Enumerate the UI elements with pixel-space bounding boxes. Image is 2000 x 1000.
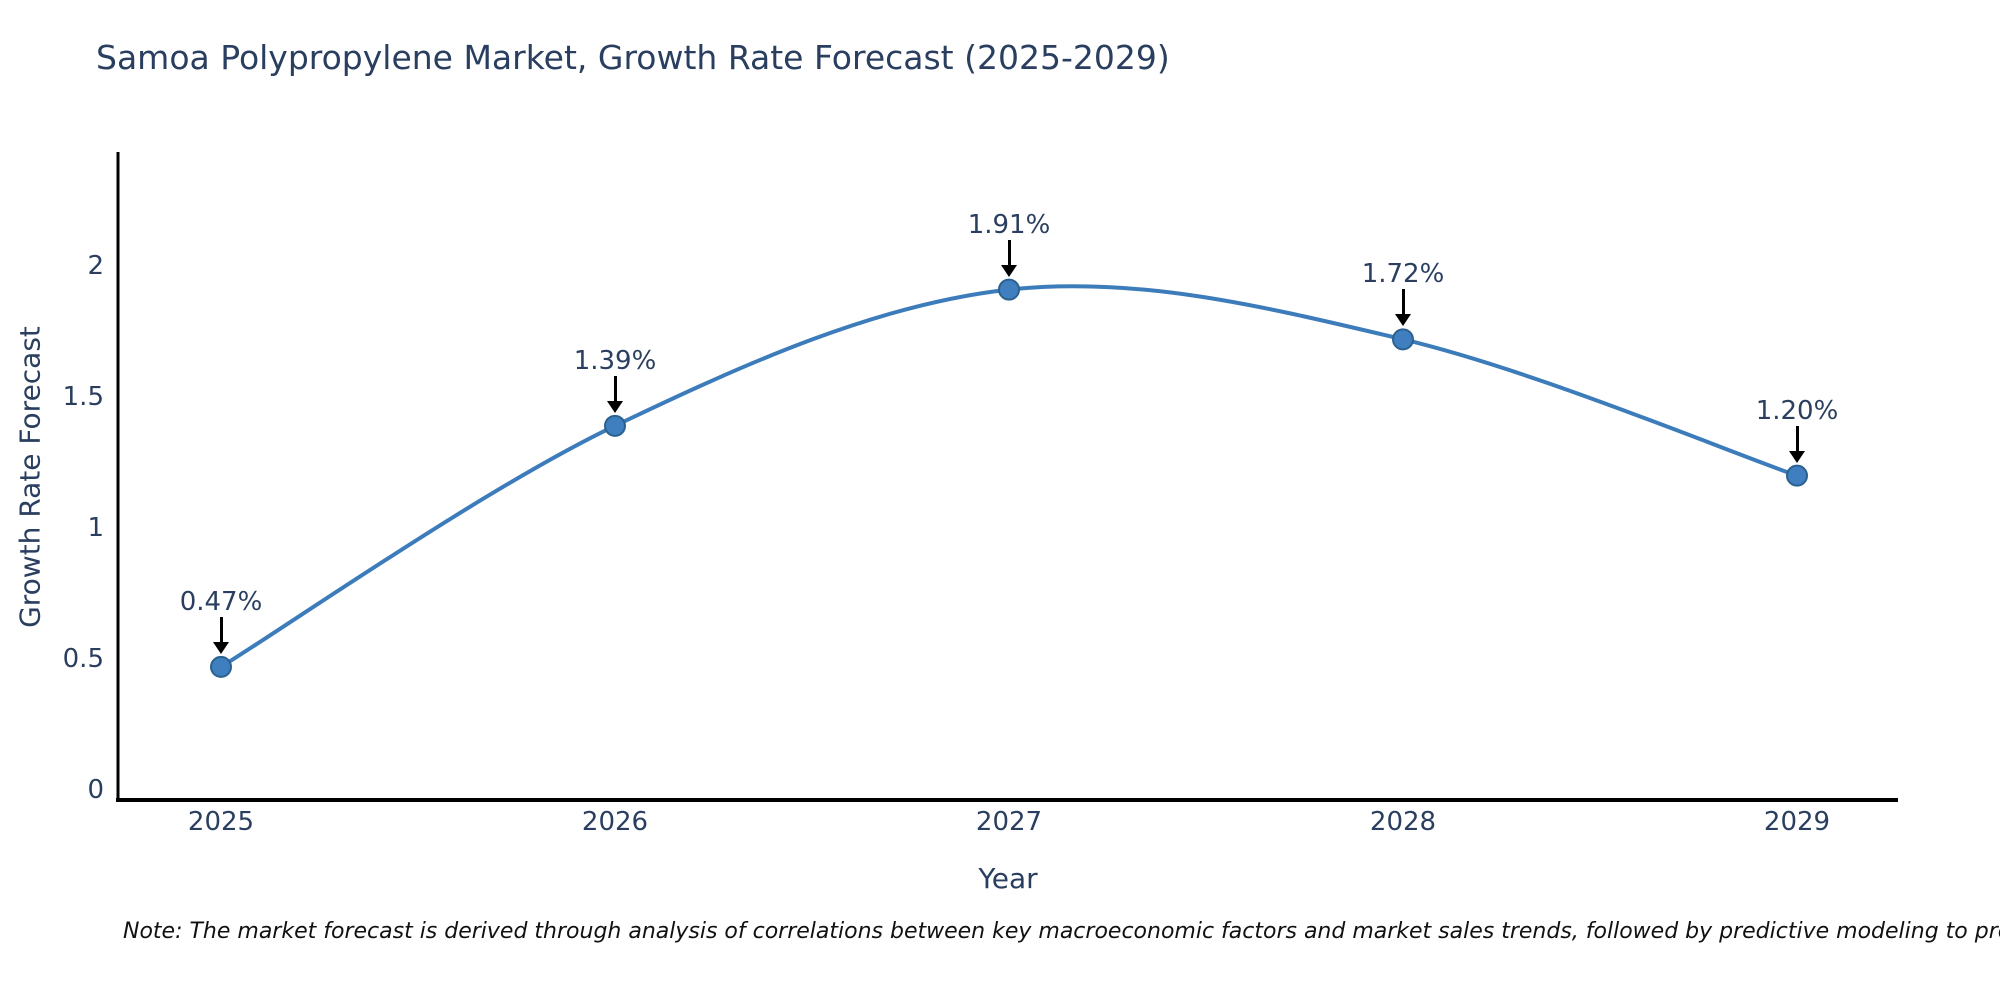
series-line xyxy=(219,284,1799,669)
chart-title: Samoa Polypropylene Market, Growth Rate … xyxy=(96,38,1170,77)
annotation-label: 1.91% xyxy=(967,209,1051,240)
y-axis-title: Growth Rate Forecast xyxy=(13,326,47,628)
arrow-down-icon xyxy=(1395,314,1411,327)
arrow-down-icon xyxy=(1789,450,1805,463)
x-tick-label: 2025 xyxy=(187,807,255,837)
data-point-marker[interactable] xyxy=(210,655,232,678)
x-tick-label: 2028 xyxy=(1369,807,1437,837)
annotation-arrow-shaft xyxy=(1401,289,1405,316)
arrow-down-icon xyxy=(1001,264,1017,277)
annotation: 1.91% xyxy=(934,210,1084,277)
annotation: 1.72% xyxy=(1328,259,1478,327)
x-tick-label: 2026 xyxy=(581,807,649,837)
annotation-label: 0.47% xyxy=(179,586,263,617)
y-tick-label: 2 xyxy=(87,251,104,281)
annotation-arrow-shaft xyxy=(613,375,617,402)
annotation-label: 1.72% xyxy=(1361,259,1445,290)
data-point-marker[interactable] xyxy=(1392,328,1414,351)
annotation: 1.39% xyxy=(540,346,690,413)
arrow-down-icon xyxy=(607,400,623,413)
annotation: 1.20% xyxy=(1722,396,1872,463)
markers xyxy=(210,278,1808,678)
annotation-label: 1.20% xyxy=(1755,395,1839,426)
annotation-arrow-shaft xyxy=(219,616,223,643)
x-tick-label: 2029 xyxy=(1763,807,1831,837)
y-tick-label: 0 xyxy=(87,775,104,805)
x-tick-label: 2027 xyxy=(975,807,1043,837)
x-axis-title: Year xyxy=(978,862,1038,895)
y-tick-label: 0.5 xyxy=(62,644,104,674)
annotation-label: 1.39% xyxy=(573,345,657,376)
y-tick-label: 1 xyxy=(87,513,104,543)
y-tick-label: 1.5 xyxy=(62,382,104,412)
annotation: 0.47% xyxy=(146,587,296,654)
annotation-arrow-shaft xyxy=(1795,425,1799,452)
footnote: Note: The market forecast is derived thr… xyxy=(123,919,2000,944)
arrow-down-icon xyxy=(213,641,229,654)
data-point-marker[interactable] xyxy=(604,414,626,437)
data-point-marker[interactable] xyxy=(998,278,1020,301)
annotation-arrow-shaft xyxy=(1007,239,1011,266)
data-point-marker[interactable] xyxy=(1786,464,1808,487)
